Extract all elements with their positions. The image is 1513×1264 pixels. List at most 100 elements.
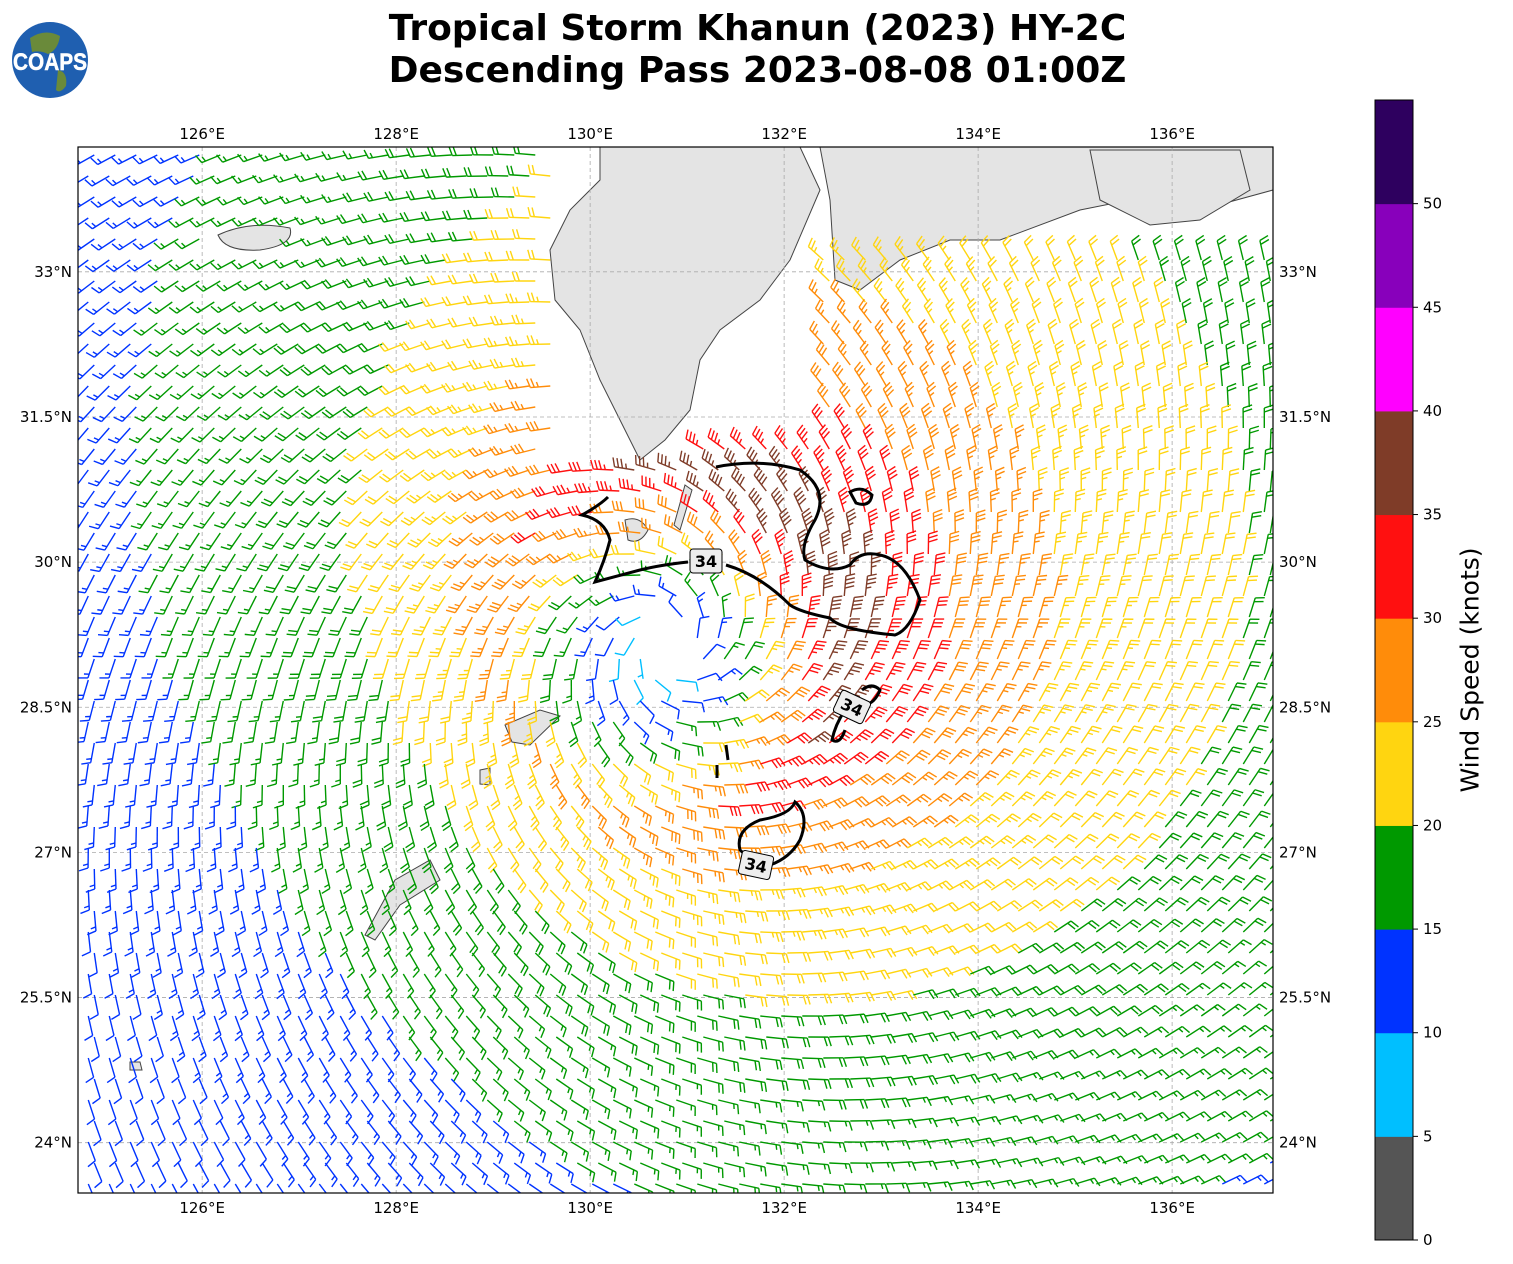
wind-barb bbox=[1200, 446, 1212, 471]
wind-barb bbox=[640, 1078, 660, 1097]
wind-barb bbox=[197, 637, 215, 658]
wind-barb bbox=[1011, 339, 1022, 366]
wind-barb bbox=[465, 1057, 481, 1082]
wind-barb bbox=[411, 616, 431, 636]
wind-barb bbox=[1035, 424, 1046, 450]
wind-barb bbox=[654, 721, 674, 742]
wind-barb bbox=[969, 574, 984, 597]
wind-barb bbox=[1206, 510, 1220, 534]
wind-barb bbox=[1059, 553, 1074, 576]
wind-barb bbox=[297, 1141, 310, 1167]
wind-barb bbox=[525, 553, 551, 566]
wind-barb bbox=[990, 835, 1016, 849]
wind-barb bbox=[570, 973, 589, 996]
wind-barb bbox=[297, 1183, 306, 1193]
wind-barb bbox=[342, 595, 362, 615]
colorbar-segment bbox=[1375, 1032, 1413, 1137]
wind-barb bbox=[661, 1162, 681, 1180]
wind-barb bbox=[177, 1078, 187, 1105]
wind-barb bbox=[174, 322, 200, 336]
wind-barb bbox=[171, 469, 194, 486]
wind-barb bbox=[654, 679, 672, 702]
wind-barb bbox=[576, 1120, 596, 1141]
wind-barb bbox=[127, 343, 152, 358]
wind-barb bbox=[778, 507, 792, 534]
wind-barb bbox=[282, 1120, 295, 1146]
wind-barb bbox=[321, 194, 347, 204]
wind-barb bbox=[1179, 1004, 1205, 1017]
wind-barb bbox=[618, 952, 638, 973]
wind-barb bbox=[1206, 767, 1228, 786]
wind-barb bbox=[196, 364, 221, 378]
colorbar-tick-label: 45 bbox=[1423, 298, 1442, 316]
wind-barb bbox=[682, 1078, 703, 1095]
wind-barb bbox=[444, 1057, 460, 1082]
wind-barb bbox=[445, 595, 467, 614]
wind-barb bbox=[351, 658, 368, 679]
wind-barb bbox=[844, 883, 870, 894]
wind-barb bbox=[78, 763, 89, 786]
wind-barb bbox=[462, 469, 488, 480]
wind-barb bbox=[1248, 810, 1271, 828]
wind-barb bbox=[324, 1078, 337, 1104]
wind-barb bbox=[340, 826, 351, 852]
wind-barb bbox=[1095, 575, 1111, 597]
wind-barb bbox=[507, 1099, 525, 1122]
wind-barb bbox=[618, 742, 634, 767]
wind-barb bbox=[1059, 768, 1083, 786]
wind-barb bbox=[1081, 1070, 1107, 1080]
wind-barb bbox=[78, 259, 89, 269]
wind-barb bbox=[676, 1015, 696, 1032]
wind-barb bbox=[682, 1162, 702, 1179]
wind-barb bbox=[128, 427, 152, 444]
wind-barb bbox=[102, 742, 116, 765]
wind-barb bbox=[94, 490, 116, 508]
wind-barb bbox=[507, 805, 518, 832]
wind-barb bbox=[471, 868, 483, 894]
wind-barb bbox=[343, 448, 368, 462]
wind-barb bbox=[1080, 768, 1103, 786]
wind-barb bbox=[92, 406, 116, 423]
wind-barb bbox=[738, 665, 763, 681]
wind-barb bbox=[360, 1183, 370, 1193]
wind-barb bbox=[492, 994, 508, 1019]
wind-barb bbox=[453, 616, 473, 636]
wind-barb bbox=[870, 595, 886, 618]
wind-barb bbox=[807, 640, 827, 660]
wind-barb bbox=[258, 153, 284, 162]
wind-barb bbox=[1263, 922, 1273, 933]
wind-barb bbox=[1174, 276, 1185, 303]
wind-barb bbox=[1137, 703, 1158, 723]
wind-barb bbox=[969, 661, 989, 681]
wind-barb bbox=[1242, 532, 1257, 555]
wind-barb bbox=[760, 1099, 783, 1113]
wind-barb bbox=[572, 700, 583, 726]
wind-barb bbox=[786, 732, 813, 744]
wind-barb bbox=[474, 616, 494, 636]
wind-barb bbox=[147, 259, 173, 272]
wind-barb bbox=[285, 721, 299, 745]
wind-barb bbox=[1185, 1111, 1212, 1122]
wind-barb bbox=[336, 214, 362, 225]
wind-barb bbox=[1009, 445, 1020, 471]
wind-barb bbox=[267, 658, 284, 679]
wind-barb bbox=[263, 574, 284, 593]
wind-barb bbox=[864, 618, 882, 639]
wind-barb bbox=[597, 910, 616, 932]
wind-barb bbox=[506, 165, 530, 177]
wind-barb bbox=[203, 763, 215, 787]
wind-barb bbox=[321, 151, 347, 161]
wind-barb bbox=[1095, 747, 1118, 765]
wind-barb bbox=[343, 868, 353, 895]
wind-barb bbox=[1206, 1153, 1233, 1164]
wind-barb bbox=[276, 1057, 287, 1084]
wind-barb bbox=[78, 154, 95, 166]
wind-barb bbox=[946, 339, 957, 366]
wind-barb bbox=[339, 931, 349, 958]
wind-barb bbox=[484, 553, 509, 568]
wind-barb bbox=[165, 889, 176, 915]
wind-barb bbox=[1185, 982, 1211, 996]
wind-barb bbox=[253, 385, 278, 399]
wind-barb bbox=[290, 700, 305, 723]
wind-barb bbox=[633, 1015, 654, 1035]
